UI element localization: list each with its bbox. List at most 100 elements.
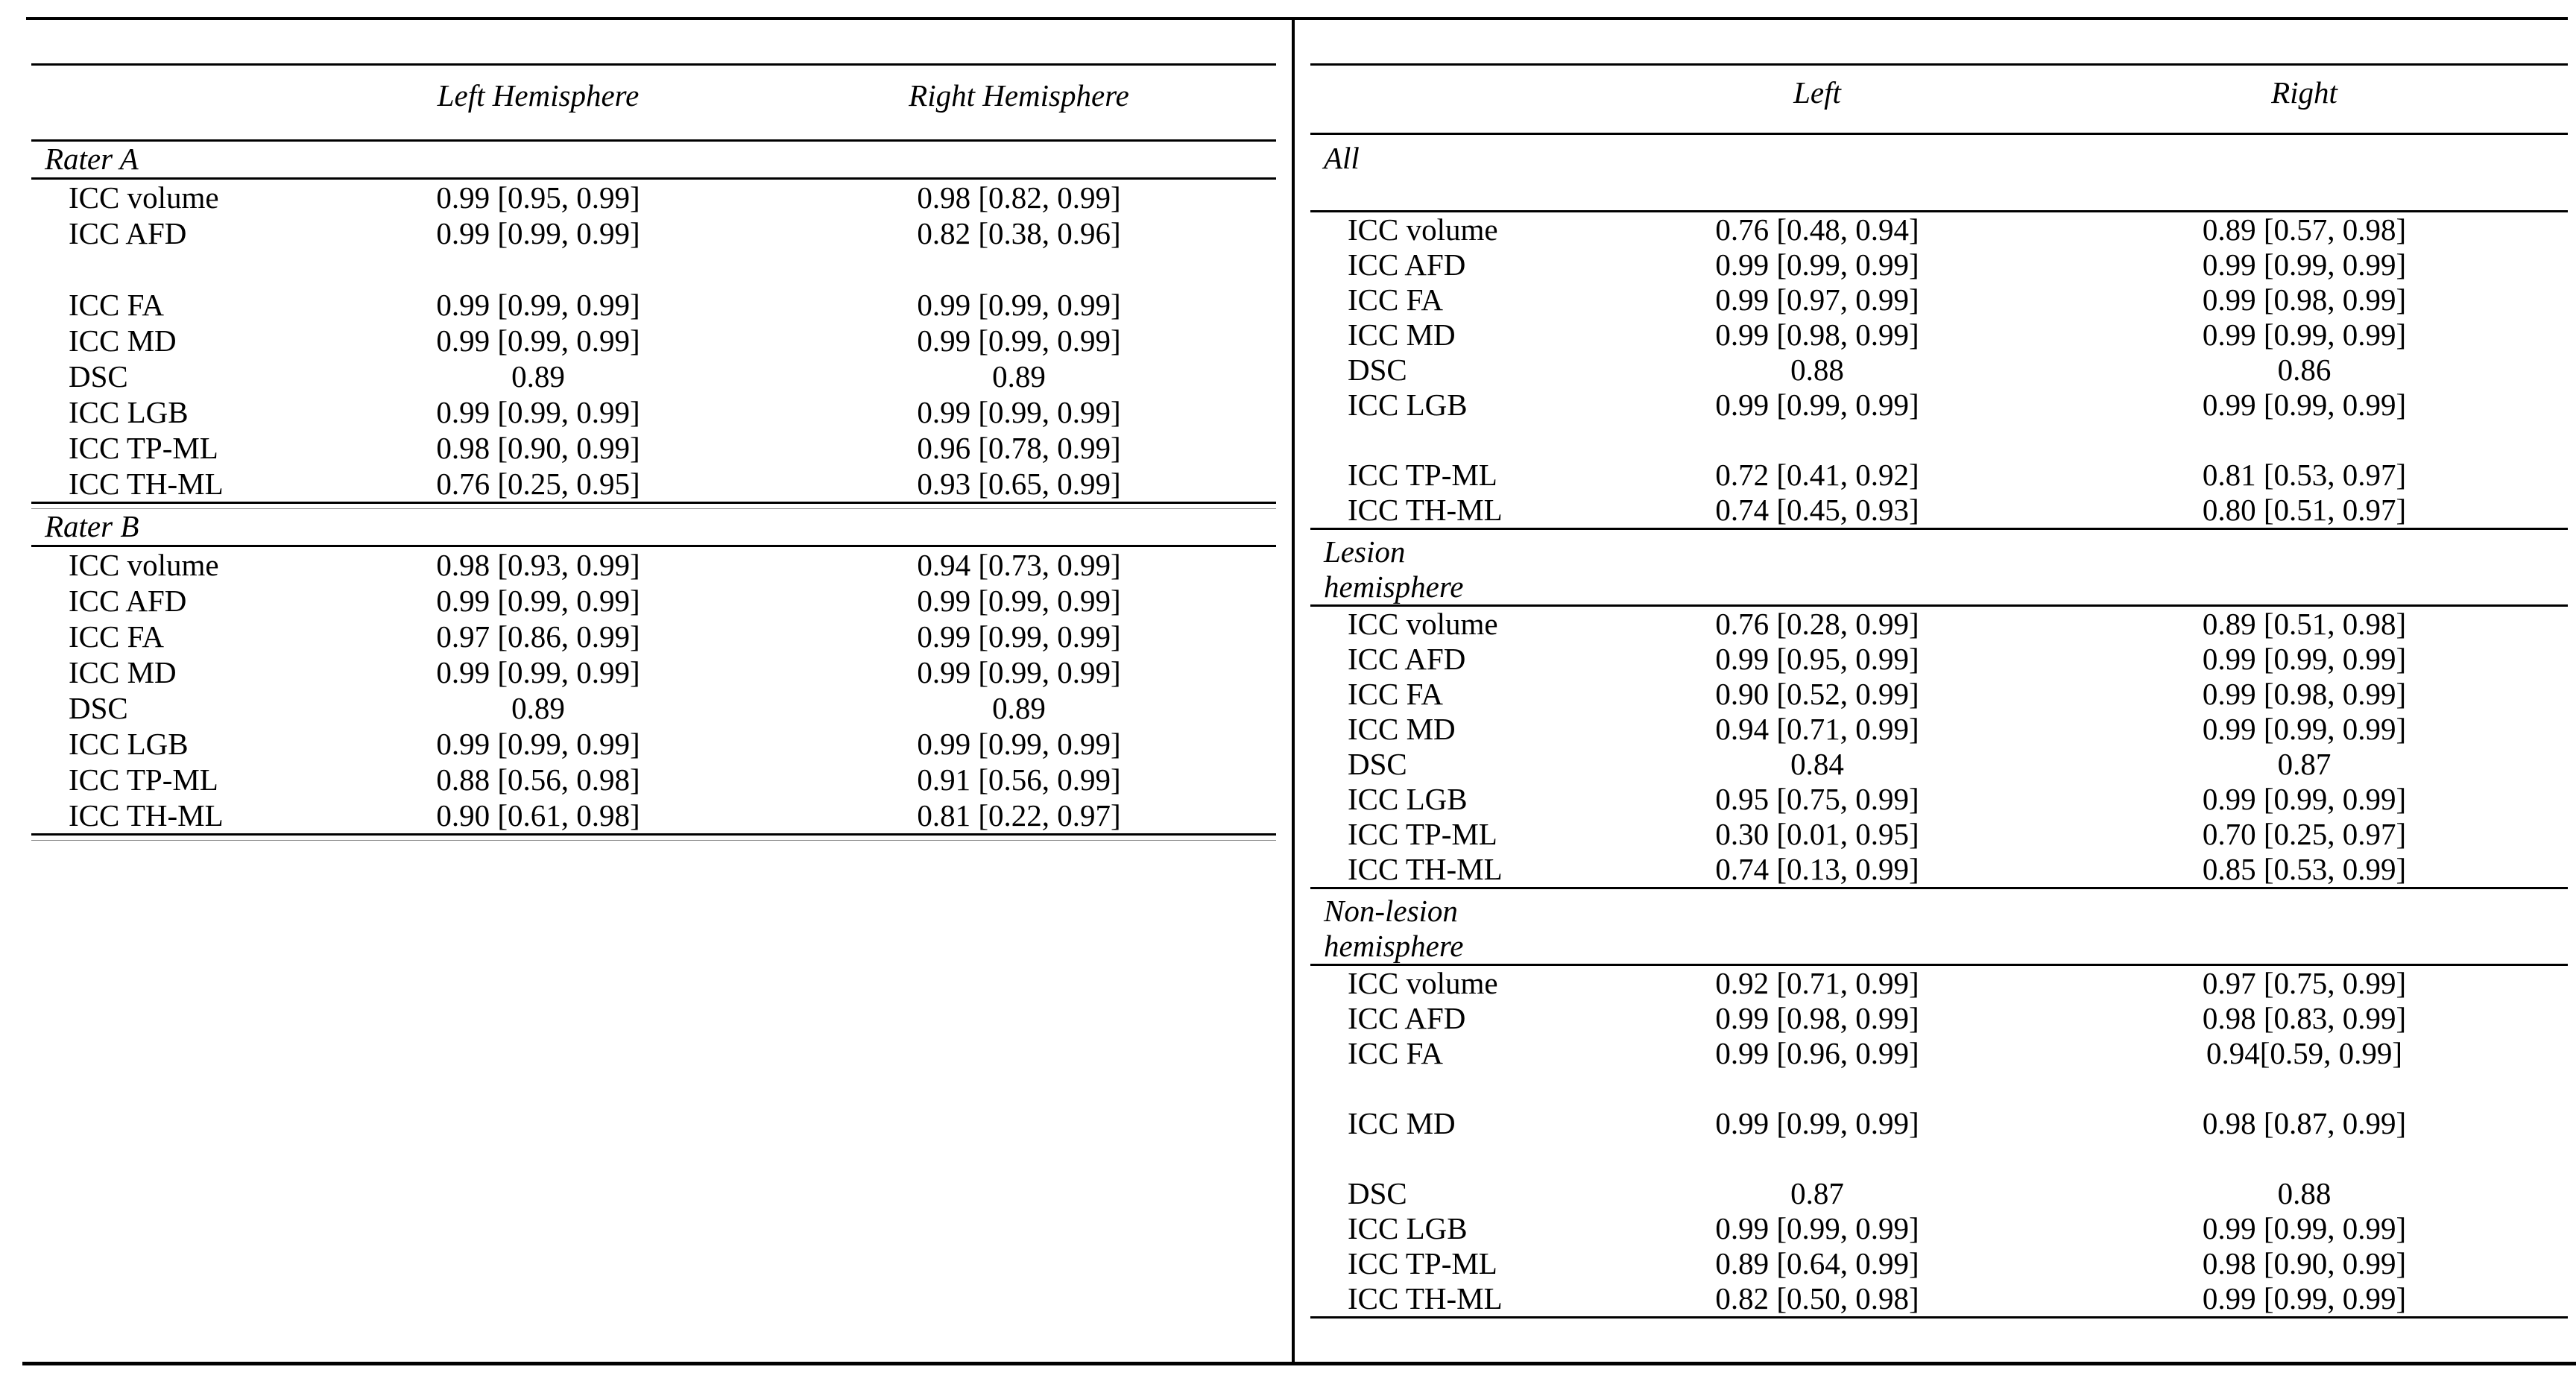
table-row: ICC LGB 0.99 [0.99, 0.99] 0.99 [0.99, 0.99… <box>1310 388 2568 423</box>
value-cell-left: 0.99 [0.98, 0.99] <box>1715 1001 1919 1035</box>
value-cell-left: 0.98 [0.90, 0.99] <box>436 431 640 465</box>
left-table-head-top-rule <box>31 63 1276 66</box>
value-cell-left: 0.89 [0.64, 0.99] <box>1715 1246 1919 1280</box>
top-border-rule <box>26 17 2568 20</box>
col-header-left: Left <box>1793 75 1841 110</box>
table-row: ICC TH-ML 0.74 [0.45, 0.93] 0.80 [0.51, 0.… <box>1310 493 2568 528</box>
table-row: ICC LGB 0.99 [0.99, 0.99] 0.99 [0.99, 0.99… <box>31 726 1276 762</box>
value-cell-left: 0.94 [0.71, 0.99] <box>1715 712 1919 746</box>
value-cell-left: 0.87 <box>1790 1176 1844 1210</box>
spacer-row <box>1310 1071 2568 1106</box>
value-cell-left: 0.76 [0.48, 0.94] <box>1715 212 1919 247</box>
section-label-line: Non-lesion <box>1324 894 1458 928</box>
metric-cell: ICC TP-ML <box>1348 817 1497 851</box>
value-cell-left: 0.97 [0.86, 0.99] <box>436 619 640 654</box>
table-row: ICC TP-ML 0.72 [0.41, 0.92] 0.81 [0.53, 0.… <box>1310 458 2568 493</box>
metric-cell: ICC TH-ML <box>1348 1281 1503 1316</box>
value-cell-left: 0.99 [0.97, 0.99] <box>1715 282 1919 317</box>
value-cell-right: 0.99 [0.99, 0.99] <box>2202 318 2407 352</box>
value-cell-right: 0.98 [0.83, 0.99] <box>2202 1001 2407 1035</box>
value-cell-left: 0.99 [0.99, 0.99] <box>1715 247 1919 282</box>
metric-cell: ICC MD <box>69 323 177 358</box>
value-cell-right: 0.98 [0.87, 0.99] <box>2202 1106 2407 1140</box>
value-cell-left: 0.92 [0.71, 0.99] <box>1715 966 1919 1000</box>
all-rule <box>1310 210 2568 212</box>
table-row: ICC FA 0.97 [0.86, 0.99] 0.99 [0.99, 0.99] <box>31 619 1276 654</box>
table-row: DSC 0.89 0.89 <box>31 359 1276 394</box>
table-row: ICC TH-ML 0.74 [0.13, 0.99] 0.85 [0.53, 0.… <box>1310 852 2568 887</box>
left-table-header-row: Left Hemisphere Right Hemisphere <box>31 66 1276 139</box>
value-cell-left: 0.99 [0.98, 0.99] <box>1715 318 1919 352</box>
value-cell-left: 0.99 [0.99, 0.99] <box>1715 1106 1919 1140</box>
value-cell-left: 0.84 <box>1790 747 1844 781</box>
lesion-bottom-rule <box>1310 887 2568 889</box>
metric-cell: ICC LGB <box>1348 1211 1468 1245</box>
metric-cell: ICC TP-ML <box>69 431 218 465</box>
table-row: ICC volume 0.98 [0.93, 0.99] 0.94 [0.73, 0… <box>31 547 1276 583</box>
value-cell-right: 0.86 <box>2277 353 2332 387</box>
table-row: ICC LGB 0.99 [0.99, 0.99] 0.99 [0.99, 0.99… <box>31 394 1276 430</box>
value-cell-right: 0.70 [0.25, 0.97] <box>2202 817 2407 851</box>
table-row: ICC AFD 0.99 [0.99, 0.99] 0.99 [0.99, 0.99… <box>1310 247 2568 282</box>
lesion-rule <box>1310 604 2568 607</box>
metric-cell: ICC volume <box>69 180 219 215</box>
metric-cell: ICC FA <box>1348 677 1443 711</box>
metric-cell: ICC AFD <box>1348 247 1466 282</box>
value-cell-right: 0.99 [0.99, 0.99] <box>2202 712 2407 746</box>
value-cell-left: 0.30 [0.01, 0.95] <box>1715 817 1919 851</box>
value-cell-right: 0.99 [0.99, 0.99] <box>2202 247 2407 282</box>
value-cell-left: 0.99 [0.99, 0.99] <box>436 655 640 689</box>
value-cell-right: 0.99 [0.99, 0.99] <box>917 619 1121 654</box>
value-cell-left: 0.99 [0.99, 0.99] <box>1715 388 1919 422</box>
value-cell-right: 0.87 <box>2277 747 2332 781</box>
section-label-line: All <box>1324 141 1360 175</box>
table-row: ICC MD 0.99 [0.99, 0.99] 0.99 [0.99, 0.99] <box>31 323 1276 359</box>
section-label-line: hemisphere <box>1324 929 1464 963</box>
left-table: Left Hemisphere Right Hemisphere Rater A… <box>31 0 1276 841</box>
metric-cell: ICC LGB <box>69 727 189 761</box>
metric-cell: ICC MD <box>69 655 177 689</box>
metric-cell: ICC LGB <box>69 395 189 429</box>
value-cell-left: 0.99 [0.99, 0.99] <box>436 216 640 250</box>
value-cell-right: 0.99 [0.98, 0.99] <box>2202 282 2407 317</box>
section-label-all: All <box>1310 135 2568 210</box>
value-cell-right: 0.99 [0.98, 0.99] <box>2202 677 2407 711</box>
metric-cell: DSC <box>1348 747 1407 781</box>
metric-cell: ICC TH-ML <box>69 798 224 833</box>
value-cell-right: 0.99 [0.99, 0.99] <box>917 323 1121 358</box>
value-cell-left: 0.88 [0.56, 0.98] <box>436 762 640 797</box>
value-cell-left: 0.90 [0.52, 0.99] <box>1715 677 1919 711</box>
all-bottom-rule <box>1310 528 2568 530</box>
value-cell-left: 0.99 [0.99, 0.99] <box>436 584 640 618</box>
value-cell-right: 0.99 [0.99, 0.99] <box>2202 782 2407 816</box>
header-spacer-cell <box>31 66 315 139</box>
table-row: DSC 0.87 0.88 <box>1310 1176 2568 1211</box>
non-lesion-bottom-rule <box>1310 1316 2568 1319</box>
spacer-row <box>1310 1141 2568 1176</box>
value-cell-right: 0.99 [0.99, 0.99] <box>2202 1211 2407 1245</box>
right-table: Left Right All ICC volume 0.76 [0.48, 0.9… <box>1310 0 2568 1319</box>
table-row: ICC AFD 0.99 [0.99, 0.99] 0.82 [0.38, 0.96… <box>31 215 1276 251</box>
metric-cell: ICC FA <box>69 619 164 654</box>
value-cell-right: 0.99 [0.99, 0.99] <box>917 288 1121 322</box>
table-row: DSC 0.89 0.89 <box>31 690 1276 726</box>
col-header-right: Right <box>2271 75 2337 110</box>
table-row: DSC 0.84 0.87 <box>1310 747 2568 782</box>
spacer-row <box>31 251 1276 287</box>
value-cell-right: 0.99 [0.99, 0.99] <box>2202 388 2407 422</box>
metric-cell: ICC volume <box>1348 212 1498 247</box>
left-table-bottom-rule <box>31 833 1276 841</box>
metric-cell: ICC TP-ML <box>1348 1246 1497 1280</box>
bottom-border-rule <box>22 1362 2576 1365</box>
table-row: ICC volume 0.99 [0.95, 0.99] 0.98 [0.82, 0… <box>31 180 1276 215</box>
value-cell-right: 0.99 [0.99, 0.99] <box>917 727 1121 761</box>
table-row: ICC TP-ML 0.89 [0.64, 0.99] 0.98 [0.90, 0.… <box>1310 1246 2568 1281</box>
non-lesion-rows: ICC volume 0.92 [0.71, 0.99] 0.97 [0.75, 0… <box>1310 966 2568 1316</box>
table-row: DSC 0.88 0.86 <box>1310 353 2568 388</box>
section-label-rater-a: Rater A <box>45 142 139 176</box>
right-table-header-row: Left Right <box>1310 66 2568 133</box>
value-cell-right: 0.99 [0.99, 0.99] <box>2202 642 2407 676</box>
table-divider-rule <box>1292 17 1295 1365</box>
value-cell-right: 0.89 [0.57, 0.98] <box>2202 212 2407 247</box>
value-cell-left: 0.89 <box>511 359 565 394</box>
